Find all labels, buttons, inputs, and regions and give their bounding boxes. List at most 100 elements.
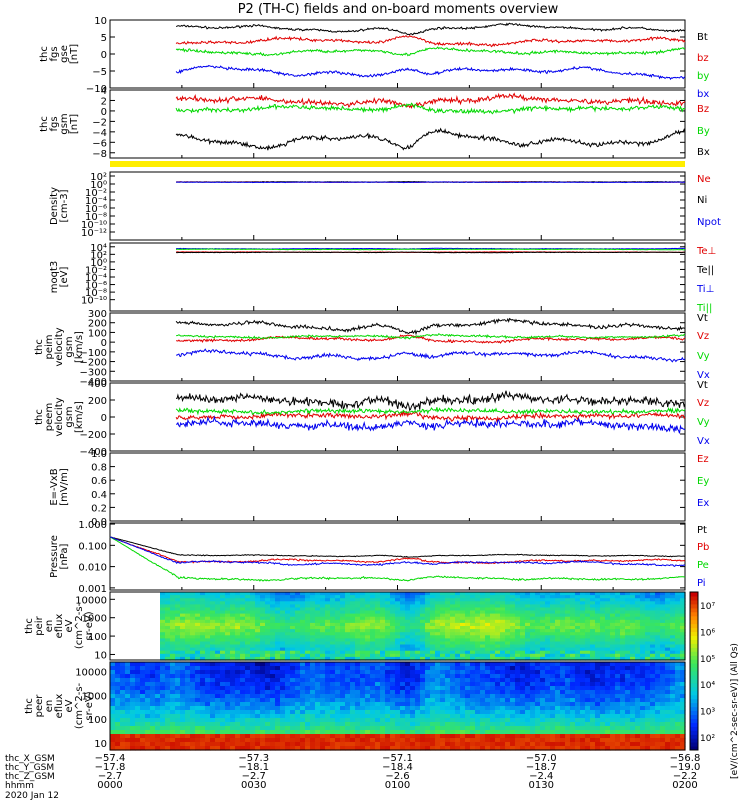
colorbar-cell-18 <box>690 675 698 680</box>
ylabel-fgs_gsm-1: fgs <box>49 116 60 131</box>
legend-peim-1: Vz <box>697 331 709 342</box>
ytick-label-density-3: 10⁻⁴ <box>85 196 107 207</box>
ytick-label-pressure-0: 1.000 <box>78 520 107 531</box>
ytick-label-efield-4: 0.2 <box>91 503 107 514</box>
legend-peim-0: Vt <box>697 313 708 324</box>
colorbar-cell-25 <box>690 647 698 652</box>
colorbar-cell-19 <box>690 671 698 676</box>
colorbar-cell-27 <box>690 639 698 644</box>
ytick-label-temp-5: 10⁻⁶ <box>85 281 107 292</box>
xcol-4-2: −2.2 <box>673 771 697 782</box>
ytick-label-density-4: 10⁻⁶ <box>85 204 107 215</box>
ylabel-peir-5: (cm^2-s- <box>74 602 85 649</box>
legend-pressure-2: Pe <box>697 560 709 571</box>
xcol-3-1: −18.7 <box>526 762 557 773</box>
colorbar-cell-33 <box>690 615 698 621</box>
date-label: 2020 Jan 12 <box>5 791 59 800</box>
colorbar-cell-10 <box>690 706 698 711</box>
colorbar-cell-7 <box>690 718 698 723</box>
xcol-4-1: −19.0 <box>670 762 701 773</box>
colorbar-cell-8 <box>690 714 698 719</box>
ytick-label-efield-0: 1.0 <box>91 449 107 460</box>
legend-temp-2: Ti⊥ <box>696 284 714 295</box>
ylabel-peem-2: velocity <box>54 397 65 436</box>
panel-density: Density [cm-3] 10²10⁰10⁻²10⁻⁴10⁻⁶10⁻⁸10⁻¹⁰… <box>49 171 721 241</box>
colorbar-cell-37 <box>690 599 698 605</box>
ytick-label-temp-2: 10⁰ <box>90 258 107 269</box>
colorbar-cell-38 <box>690 596 698 601</box>
ytick-label-peim-4: −100 <box>80 348 107 359</box>
xcol-2-0: −57.1 <box>382 753 413 764</box>
panel-pressure: Pressure [nPa] 1.000 0.100 0.010 0.001 Pt Pb Pe P… <box>49 520 709 595</box>
xcol-2-3: 0100 <box>385 780 410 791</box>
ytick-label-fgs_gsm-2: 0 <box>101 107 107 118</box>
colorbar-cell-21 <box>690 663 698 668</box>
ytick-label-fgs-4: −10 <box>86 84 107 95</box>
xcol-3-0: −57.0 <box>526 753 557 764</box>
ytick-label-peir-3: 10 <box>94 650 107 661</box>
colorbar-cell-11 <box>690 702 698 708</box>
colorbar-cell-16 <box>690 682 698 688</box>
ytick-label-fgs_gsm-6: −8 <box>92 149 107 160</box>
ytick-label-efield-3: 0.4 <box>91 490 107 501</box>
ytick-label-density-0: 10² <box>90 172 107 183</box>
ylabel-density-1: [cm-3] <box>59 189 70 222</box>
legend-fgs-3: bx <box>697 89 709 100</box>
frame-peem <box>109 382 686 452</box>
colorbar-cell-26 <box>690 643 698 648</box>
colorbar-cell-0 <box>690 746 698 751</box>
panel-peem: thc peem velocity gsm [km/s]400 200 0 −200 −400 V… <box>34 379 710 458</box>
frame-efield <box>109 452 686 522</box>
colorbar-cell-17 <box>690 678 698 684</box>
legend-fgs_gsm-0: Bz <box>697 104 709 115</box>
colorbar-cell-36 <box>690 603 698 609</box>
colorbar-cell-28 <box>690 635 698 640</box>
ylabel-fgs_gsm-0: thc <box>39 116 50 132</box>
ytick-label-peim-2: 100 <box>88 328 107 339</box>
colorbar-cell-24 <box>690 651 698 656</box>
ytick-label-peim-5: −200 <box>80 358 107 369</box>
panel-fgs_gsm: thc fgs gsm [nT] 420−2−4−6−8 Bz By Bx <box>39 86 710 160</box>
xcol-1-0: −57.3 <box>238 753 269 764</box>
colorbar-tick-5: 10² <box>700 734 715 744</box>
ytick-label-fgs-0: 10 <box>94 16 107 27</box>
colorbar-cell-32 <box>690 619 698 625</box>
legend-efield-1: Ey <box>697 476 709 487</box>
xcol-3-3: 0130 <box>529 780 554 791</box>
colorbar-cell-14 <box>690 690 698 696</box>
ylabel-temp-0: moqt3 <box>49 261 60 294</box>
ytick-label-peir-0: 10000 <box>75 595 107 606</box>
ylabel-pressure-1: [nPa] <box>59 543 70 569</box>
ytick-label-temp-0: 10⁴ <box>90 243 107 254</box>
legend-fgs-1: bz <box>697 53 709 64</box>
heatmap-peir <box>160 592 686 661</box>
colorbar-cell-23 <box>690 655 698 660</box>
series-peem-3 <box>175 415 686 434</box>
ytick-label-peem-1: 200 <box>88 396 107 407</box>
xcol-0-0: −57.4 <box>95 753 126 764</box>
series-fgs_gsm-2 <box>175 127 686 151</box>
ylabel-peir-6: sr-eV) <box>84 611 95 640</box>
colorbar-cell-30 <box>690 627 698 632</box>
series-fgs-3 <box>175 64 686 81</box>
legend-density-1: Ni <box>697 195 707 206</box>
ytick-label-density-1: 10⁰ <box>90 180 107 191</box>
ylabel-peer-6: sr-eV) <box>84 691 95 720</box>
ytick-label-pressure-3: 0.001 <box>78 584 107 595</box>
xcol-2-2: −2.6 <box>385 771 409 782</box>
ylabel-fgs-1: fgs <box>49 46 60 61</box>
ytick-label-peim-1: 200 <box>88 319 107 330</box>
legend-efield-2: Ex <box>697 498 709 509</box>
legend-efield-0: Ez <box>697 454 709 465</box>
legend-pressure-3: Pi <box>697 578 706 589</box>
series-peem-0 <box>176 390 686 412</box>
colorbar-tick-4: 10³ <box>700 708 715 718</box>
ylabel-efield-0: E=-VxB <box>49 468 60 505</box>
series-peem-1 <box>175 410 686 424</box>
colorbar-tick-1: 10⁶ <box>700 629 715 639</box>
ytick-label-peer-1: 1000 <box>82 691 107 702</box>
ytick-label-density-7: 10⁻¹² <box>81 228 107 239</box>
ylabel-peir-2: en <box>44 620 55 633</box>
ylabel-fgs-2: gse <box>59 45 70 63</box>
